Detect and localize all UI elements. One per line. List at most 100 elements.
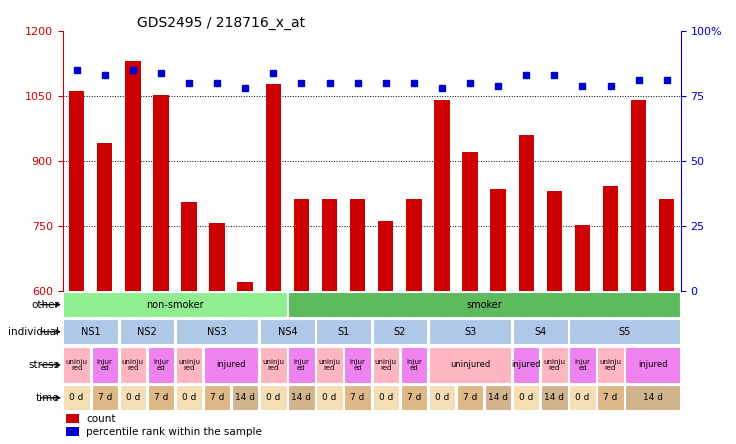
- Bar: [204, 385, 230, 410]
- Bar: [120, 319, 174, 344]
- Bar: [322, 199, 337, 291]
- Bar: [372, 319, 427, 344]
- Text: smoker: smoker: [466, 300, 502, 309]
- Bar: [209, 223, 225, 291]
- Text: NS1: NS1: [81, 327, 101, 337]
- Bar: [598, 347, 623, 383]
- Text: 0 d: 0 d: [182, 393, 197, 402]
- Text: time: time: [36, 393, 60, 403]
- Text: GDS2495 / 218716_x_at: GDS2495 / 218716_x_at: [137, 16, 305, 30]
- Text: 7 d: 7 d: [154, 393, 168, 402]
- Bar: [626, 385, 680, 410]
- Text: uninju
red: uninju red: [600, 359, 621, 370]
- Bar: [66, 427, 79, 436]
- Text: 7 d: 7 d: [407, 393, 421, 402]
- Bar: [266, 84, 281, 291]
- Bar: [513, 385, 539, 410]
- Bar: [434, 99, 450, 291]
- Bar: [289, 347, 314, 383]
- Bar: [69, 91, 85, 291]
- Bar: [91, 385, 118, 410]
- Text: 14 d: 14 d: [291, 393, 311, 402]
- Bar: [316, 347, 343, 383]
- Bar: [63, 292, 286, 317]
- Bar: [659, 199, 674, 291]
- Bar: [176, 385, 202, 410]
- Bar: [547, 190, 562, 291]
- Bar: [541, 347, 567, 383]
- Bar: [316, 385, 343, 410]
- Bar: [462, 151, 478, 291]
- Bar: [513, 347, 539, 383]
- Text: 7 d: 7 d: [604, 393, 618, 402]
- Text: uninju
red: uninju red: [375, 359, 397, 370]
- Bar: [294, 199, 309, 291]
- Text: injur
ed: injur ed: [96, 359, 113, 370]
- Text: 7 d: 7 d: [463, 393, 477, 402]
- Bar: [569, 347, 595, 383]
- Text: NS3: NS3: [208, 327, 227, 337]
- Bar: [176, 319, 258, 344]
- Text: uninjured: uninjured: [450, 360, 490, 369]
- Text: uninju
red: uninju red: [543, 359, 565, 370]
- Bar: [372, 385, 399, 410]
- Bar: [148, 347, 174, 383]
- Text: S3: S3: [464, 327, 476, 337]
- Text: uninju
red: uninju red: [122, 359, 144, 370]
- Text: 7 d: 7 d: [210, 393, 224, 402]
- Bar: [238, 281, 253, 291]
- Bar: [153, 95, 169, 291]
- Bar: [350, 199, 365, 291]
- Bar: [631, 99, 646, 291]
- Bar: [260, 319, 314, 344]
- Text: injured: injured: [638, 360, 668, 369]
- Text: S2: S2: [394, 327, 406, 337]
- Text: 0 d: 0 d: [519, 393, 534, 402]
- Text: 14 d: 14 d: [488, 393, 508, 402]
- Bar: [569, 319, 680, 344]
- Text: 14 d: 14 d: [545, 393, 565, 402]
- Text: 0 d: 0 d: [69, 393, 84, 402]
- Text: injur
ed: injur ed: [294, 359, 309, 370]
- Text: 14 d: 14 d: [643, 393, 662, 402]
- Bar: [148, 385, 174, 410]
- Text: non-smoker: non-smoker: [146, 300, 204, 309]
- Bar: [289, 385, 314, 410]
- Bar: [457, 385, 484, 410]
- Text: injured: injured: [216, 360, 246, 369]
- Bar: [378, 221, 394, 291]
- Bar: [176, 347, 202, 383]
- Text: injur
ed: injur ed: [350, 359, 366, 370]
- Text: 7 d: 7 d: [350, 393, 365, 402]
- Text: 0 d: 0 d: [266, 393, 280, 402]
- Bar: [598, 385, 623, 410]
- Text: 14 d: 14 d: [236, 393, 255, 402]
- Text: uninju
red: uninju red: [262, 359, 284, 370]
- Bar: [63, 385, 90, 410]
- Text: 7 d: 7 d: [98, 393, 112, 402]
- Text: uninju
red: uninju red: [319, 359, 341, 370]
- Bar: [63, 319, 118, 344]
- Bar: [120, 347, 146, 383]
- Text: S1: S1: [337, 327, 350, 337]
- Text: NS2: NS2: [137, 327, 157, 337]
- Bar: [204, 347, 258, 383]
- Text: 0 d: 0 d: [576, 393, 590, 402]
- Bar: [513, 319, 567, 344]
- Text: injur
ed: injur ed: [406, 359, 422, 370]
- Text: stress: stress: [29, 360, 60, 370]
- Text: S5: S5: [618, 327, 631, 337]
- Text: percentile rank within the sample: percentile rank within the sample: [86, 427, 262, 436]
- Bar: [406, 199, 422, 291]
- Bar: [429, 319, 512, 344]
- Bar: [97, 143, 113, 291]
- Text: 0 d: 0 d: [126, 393, 140, 402]
- Bar: [63, 347, 90, 383]
- Text: injur
ed: injur ed: [153, 359, 169, 370]
- Bar: [316, 319, 371, 344]
- Bar: [541, 385, 567, 410]
- Text: injur
ed: injur ed: [575, 359, 590, 370]
- Bar: [91, 347, 118, 383]
- Bar: [125, 60, 141, 291]
- Text: uninju
red: uninju red: [66, 359, 88, 370]
